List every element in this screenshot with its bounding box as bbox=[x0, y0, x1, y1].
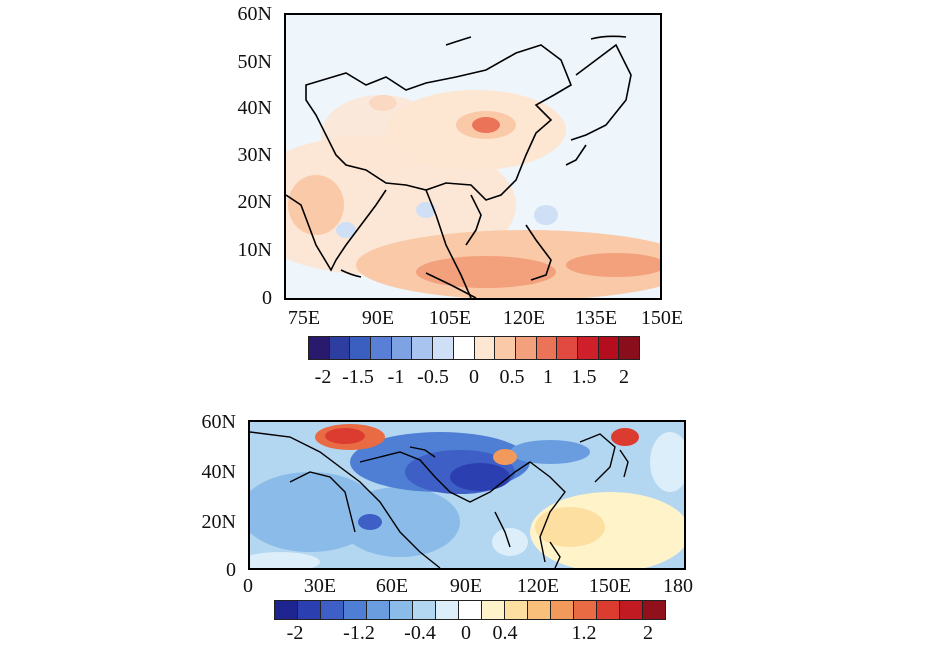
colorbar-swatch bbox=[551, 601, 574, 619]
bottom-x-tick: 180 bbox=[663, 575, 693, 597]
colorbar-swatch bbox=[597, 601, 620, 619]
top-map-field bbox=[286, 15, 660, 298]
top-y-tick: 20N bbox=[237, 191, 272, 213]
colorbar-tick-label: 0.4 bbox=[492, 622, 518, 644]
colorbar-swatch bbox=[367, 601, 390, 619]
colorbar-swatch bbox=[350, 337, 372, 359]
colorbar-swatch bbox=[495, 337, 516, 359]
colorbar-swatch bbox=[329, 337, 351, 359]
bottom-y-tick: 40N bbox=[201, 461, 236, 483]
top-x-tick: 90E bbox=[361, 307, 395, 329]
bottom-x-tick: 90E bbox=[449, 575, 483, 597]
colorbar-swatch bbox=[321, 601, 344, 619]
colorbar-swatch bbox=[574, 601, 597, 619]
colorbar-swatch bbox=[390, 601, 413, 619]
top-x-tick: 75E bbox=[287, 307, 321, 329]
top-x-tick: 105E bbox=[428, 307, 472, 329]
colorbar-tick-label: -1.5 bbox=[342, 366, 374, 388]
colorbar-tick-label: 1 bbox=[543, 366, 553, 388]
colorbar-swatch bbox=[309, 337, 330, 359]
top-x-tick: 150E bbox=[640, 307, 684, 329]
bottom-x-tick: 150E bbox=[588, 575, 632, 597]
colorbar-swatch bbox=[643, 601, 665, 619]
bottom-x-tick: 30E bbox=[303, 575, 337, 597]
top-y-tick: 30N bbox=[237, 144, 272, 166]
colorbar-swatch bbox=[474, 337, 496, 359]
top-map-panel: 60N 50N 40N 30N 20N 10N 0 75E 90E 105E 1… bbox=[237, 3, 684, 388]
colorbar-swatch bbox=[620, 601, 643, 619]
bottom-x-tick: 60E bbox=[375, 575, 409, 597]
top-y-tick: 60N bbox=[237, 3, 272, 25]
colorbar-swatch bbox=[459, 601, 482, 619]
colorbar-swatch bbox=[536, 337, 558, 359]
top-colorbar bbox=[308, 336, 640, 360]
colorbar-tick-label: -2 bbox=[314, 366, 332, 388]
colorbar-swatch bbox=[275, 601, 298, 619]
colorbar-swatch bbox=[371, 337, 392, 359]
bottom-y-tick: 0 bbox=[226, 559, 236, 581]
colorbar-swatch bbox=[298, 601, 321, 619]
colorbar-tick-label: 1.5 bbox=[571, 366, 597, 388]
colorbar-swatch bbox=[344, 601, 367, 619]
bottom-map-field bbox=[250, 422, 684, 568]
colorbar-swatch bbox=[433, 337, 454, 359]
colorbar-swatch bbox=[436, 601, 459, 619]
colorbar-swatch bbox=[557, 337, 578, 359]
bottom-colorbar bbox=[274, 600, 666, 620]
top-y-tick: 40N bbox=[237, 97, 272, 119]
colorbar-tick-label: 0 bbox=[461, 622, 471, 644]
colorbar-swatch bbox=[412, 337, 434, 359]
top-x-tick: 135E bbox=[574, 307, 618, 329]
colorbar-swatch bbox=[391, 337, 413, 359]
bottom-x-tick: 0 bbox=[243, 575, 253, 597]
colorbar-swatch bbox=[505, 601, 528, 619]
top-map-area bbox=[284, 13, 662, 300]
colorbar-swatch bbox=[515, 337, 537, 359]
bottom-map-panel: 60N 40N 20N 0 0 30E 60E 90E 120E 150E 18… bbox=[0, 400, 949, 646]
top-y-tick: 0 bbox=[262, 287, 272, 309]
colorbar-swatch bbox=[453, 337, 475, 359]
bottom-y-tick: 60N bbox=[201, 411, 236, 433]
colorbar-tick-label: -0.5 bbox=[417, 366, 449, 388]
bottom-y-tick: 20N bbox=[201, 511, 236, 533]
colorbar-tick-label: 0.5 bbox=[499, 366, 525, 388]
colorbar-swatch bbox=[528, 601, 551, 619]
colorbar-swatch bbox=[598, 337, 620, 359]
colorbar-tick-label: 2 bbox=[643, 622, 653, 644]
colorbar-tick-label: 1.2 bbox=[571, 622, 597, 644]
colorbar-tick-label: -1 bbox=[387, 366, 405, 388]
colorbar-tick-label: -2 bbox=[286, 622, 304, 644]
bottom-x-tick: 120E bbox=[516, 575, 560, 597]
top-y-tick: 10N bbox=[237, 239, 272, 261]
colorbar-swatch bbox=[413, 601, 436, 619]
colorbar-swatch bbox=[482, 601, 505, 619]
colorbar-tick-label: -0.4 bbox=[404, 622, 436, 644]
top-x-tick: 120E bbox=[502, 307, 546, 329]
bottom-map-area bbox=[248, 420, 686, 570]
colorbar-tick-label: -1.2 bbox=[343, 622, 375, 644]
top-y-tick: 50N bbox=[237, 51, 272, 73]
colorbar-swatch bbox=[619, 337, 639, 359]
colorbar-tick-label: 2 bbox=[619, 366, 629, 388]
colorbar-swatch bbox=[577, 337, 599, 359]
colorbar-tick-label: 0 bbox=[469, 366, 479, 388]
